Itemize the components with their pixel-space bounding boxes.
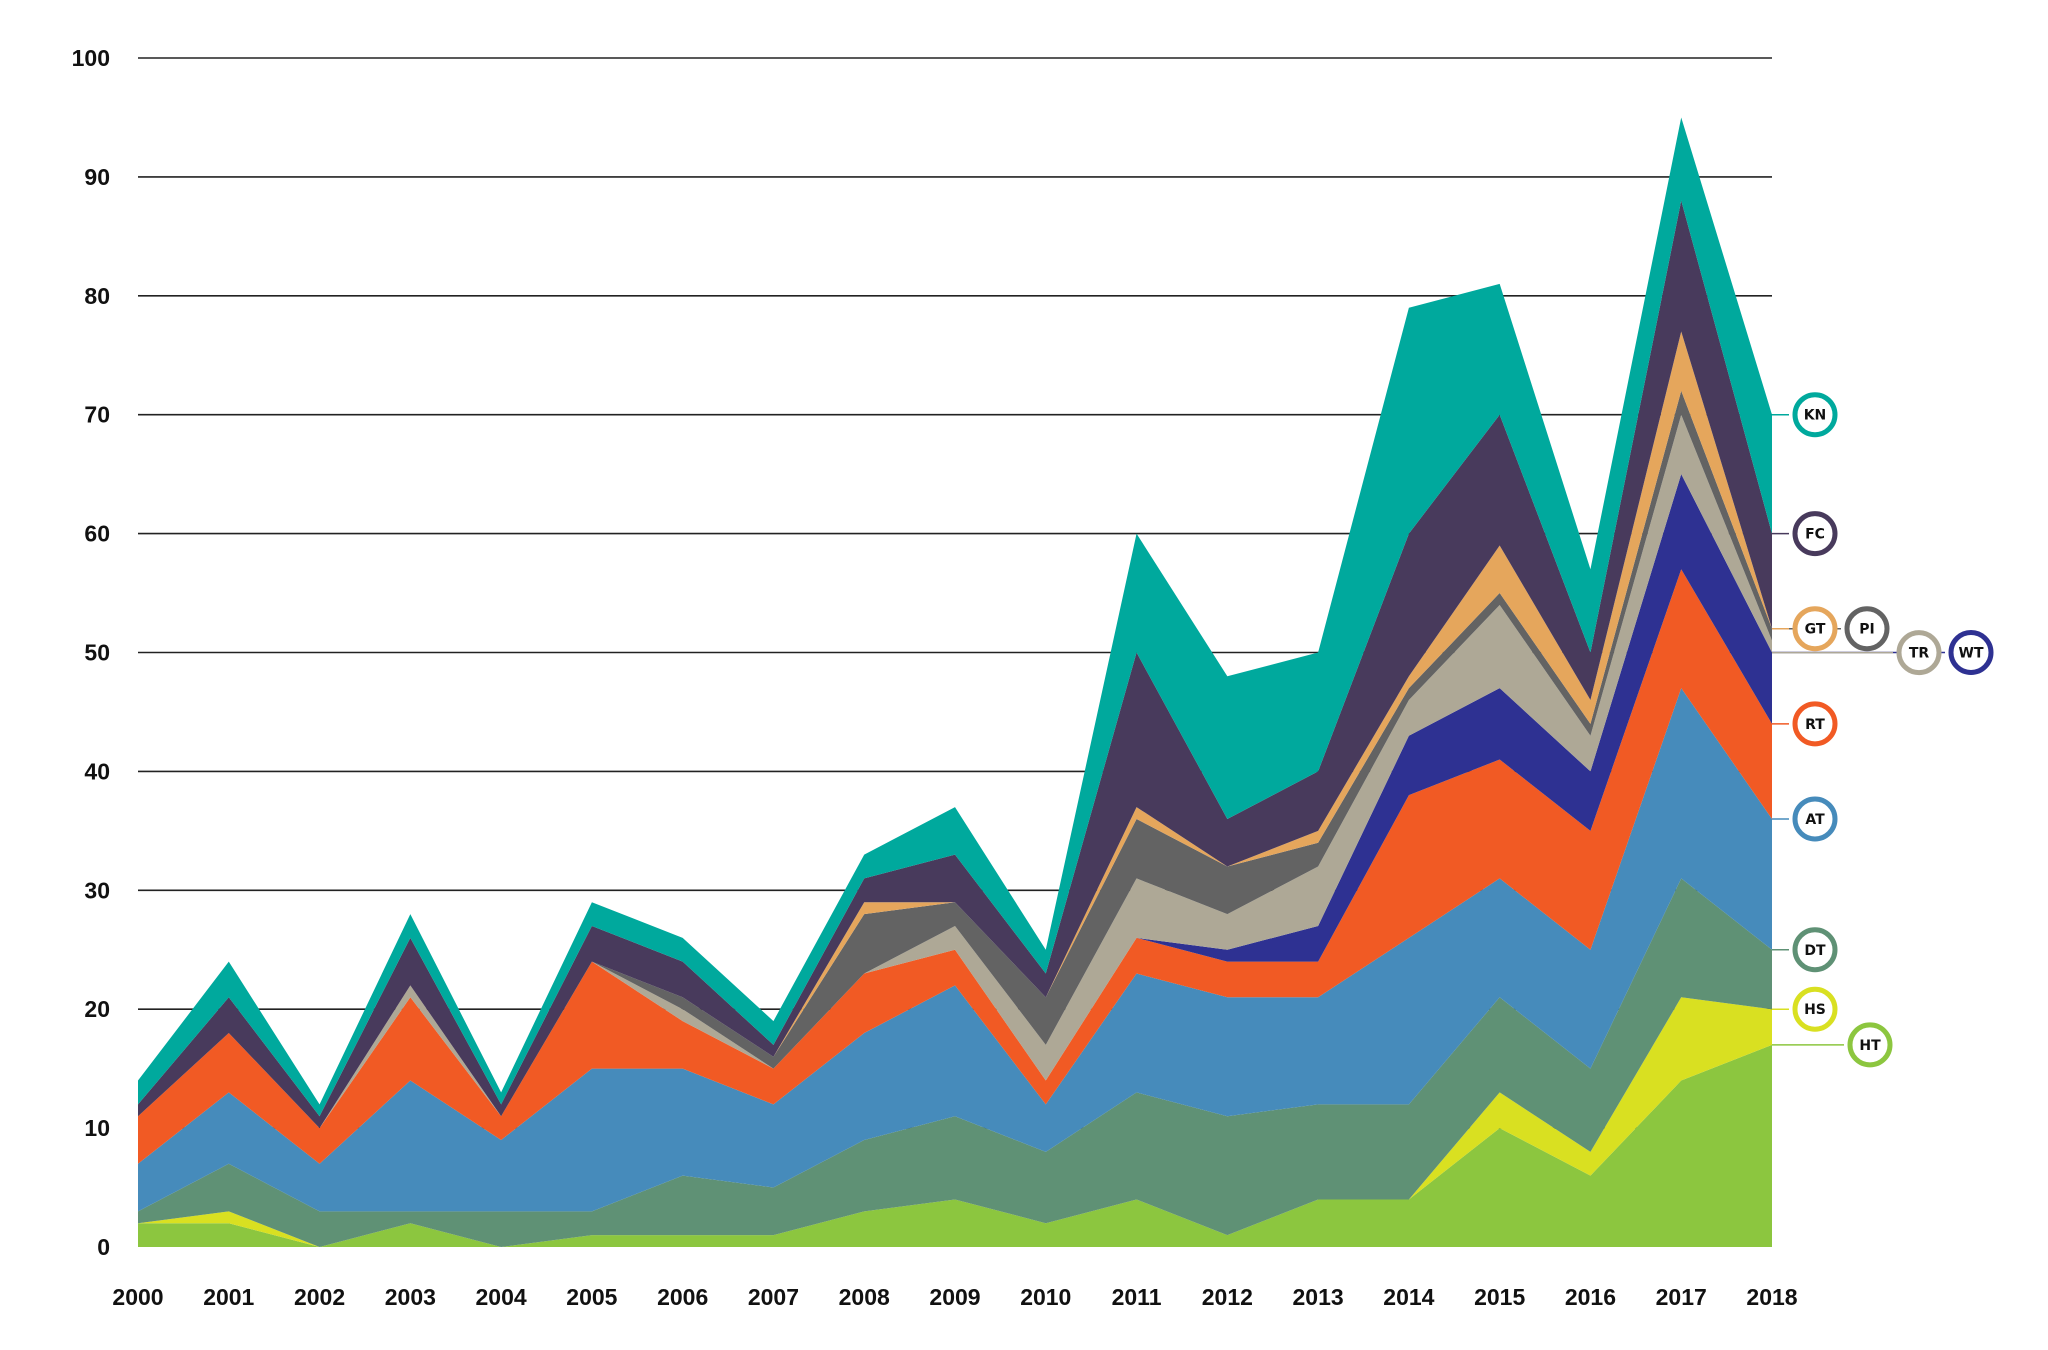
x-tick-label: 2001 xyxy=(203,1284,254,1310)
x-tick-label: 2016 xyxy=(1565,1284,1616,1310)
y-tick-label: 30 xyxy=(84,877,110,903)
y-axis-ticks: 0 10 20 30 40 50 60 70 80 90 100 xyxy=(72,45,110,1260)
y-tick-label: 100 xyxy=(72,45,110,71)
series-name: TR xyxy=(1909,646,1930,662)
label-hs: HS xyxy=(1772,986,1838,1032)
x-tick-label: 2018 xyxy=(1746,1284,1797,1310)
label-fc: FC xyxy=(1772,511,1838,557)
label-rt: RT xyxy=(1772,701,1838,747)
label-ring xyxy=(1948,630,1994,675)
areas xyxy=(138,117,1772,1247)
series-name: WT xyxy=(1959,646,1984,662)
label-at: AT xyxy=(1772,796,1838,842)
series-name: DT xyxy=(1804,943,1826,959)
series-name: HS xyxy=(1804,1002,1826,1018)
label-tr: TR xyxy=(1772,630,1942,676)
label-ht: HT xyxy=(1772,1022,1893,1068)
x-tick-label: 2010 xyxy=(1020,1284,1071,1310)
y-tick-label: 10 xyxy=(84,1115,110,1141)
y-tick-label: 80 xyxy=(84,283,110,309)
label-kn: KN xyxy=(1772,392,1838,438)
y-tick-label: 70 xyxy=(84,402,110,428)
x-tick-label: 2014 xyxy=(1383,1284,1434,1310)
series-name: FC xyxy=(1805,527,1825,543)
label-ring xyxy=(1792,796,1838,842)
x-tick-label: 2003 xyxy=(385,1284,436,1310)
x-tick-label: 2017 xyxy=(1656,1284,1707,1310)
label-pi: PI xyxy=(1772,606,1890,652)
series-name: HT xyxy=(1859,1038,1881,1054)
label-ring xyxy=(1847,1022,1893,1068)
x-tick-label: 2009 xyxy=(929,1284,980,1310)
label-gt: GT xyxy=(1772,606,1838,652)
series-name: KN xyxy=(1804,408,1827,424)
x-tick-label: 2012 xyxy=(1202,1284,1253,1310)
y-tick-label: 20 xyxy=(84,996,110,1022)
y-tick-label: 90 xyxy=(84,164,110,190)
area-at xyxy=(138,688,1772,1212)
area-rt xyxy=(138,569,1772,1164)
y-tick-label: 60 xyxy=(84,521,110,547)
x-tick-label: 2013 xyxy=(1293,1284,1344,1310)
label-ring xyxy=(1792,986,1838,1032)
x-tick-label: 2011 xyxy=(1112,1284,1162,1310)
series-name: PI xyxy=(1859,622,1874,638)
x-tick-label: 2008 xyxy=(839,1284,890,1310)
series-end-labels: HT HS DT AT RT WT TR PI GT FC KN xyxy=(1772,392,1994,1068)
y-tick-label: 0 xyxy=(97,1234,110,1260)
x-tick-label: 2005 xyxy=(566,1284,617,1310)
area-ht xyxy=(138,1044,1772,1247)
x-tick-label: 2000 xyxy=(112,1284,163,1310)
label-ring xyxy=(1844,606,1890,652)
label-dt: DT xyxy=(1772,927,1838,973)
label-ring xyxy=(1792,606,1838,652)
x-axis-ticks: 2000 2001 2002 2003 2004 2005 2006 2007 2008 2009… xyxy=(112,1284,1797,1310)
area-dt xyxy=(138,878,1772,1247)
x-tick-label: 2015 xyxy=(1474,1284,1525,1310)
y-tick-label: 40 xyxy=(84,758,110,784)
label-ring xyxy=(1896,630,1942,676)
label-ring xyxy=(1792,701,1838,747)
x-tick-label: 2002 xyxy=(294,1284,345,1310)
label-ring xyxy=(1792,927,1838,973)
x-tick-label: 2007 xyxy=(748,1284,799,1310)
x-tick-label: 2004 xyxy=(476,1284,527,1310)
series-name: AT xyxy=(1805,812,1825,828)
label-ring xyxy=(1792,511,1838,557)
x-tick-label: 2006 xyxy=(657,1284,708,1310)
y-tick-label: 50 xyxy=(84,640,110,666)
series-name: GT xyxy=(1805,622,1826,638)
series-name: RT xyxy=(1805,717,1825,733)
label-ring xyxy=(1792,392,1838,438)
